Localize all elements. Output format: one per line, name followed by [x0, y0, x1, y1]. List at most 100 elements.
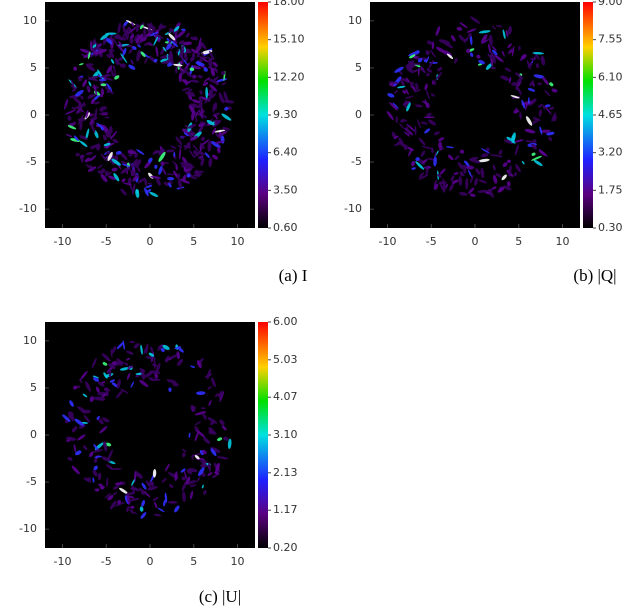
speckle [533, 74, 545, 79]
x-tick-label: 10 [231, 235, 245, 248]
speckle [191, 51, 196, 61]
speckle [542, 76, 549, 85]
speckle [120, 188, 127, 196]
speckle [438, 39, 451, 45]
speckle [445, 146, 454, 149]
speckle [415, 161, 425, 170]
speckle [206, 119, 215, 126]
speckle [189, 490, 194, 500]
speckle [109, 130, 118, 140]
speckle [136, 50, 141, 62]
speckle [200, 57, 205, 61]
speckle [421, 159, 428, 164]
speckle [544, 90, 551, 97]
speckle [437, 66, 443, 72]
speckle [106, 151, 111, 155]
speckle [168, 33, 176, 41]
speckle [215, 140, 224, 144]
speckle [223, 91, 229, 103]
speckle [192, 144, 199, 152]
speckle [128, 498, 140, 502]
speckle [183, 41, 193, 46]
colorbar-tick-label: 15.10 [273, 33, 305, 46]
speckle [221, 71, 226, 76]
speckle [199, 121, 207, 124]
speckle [149, 191, 159, 198]
speckle [411, 167, 416, 170]
speckle [495, 25, 503, 28]
speckle [404, 95, 414, 99]
x-tick-label: -5 [101, 235, 112, 248]
speckle [527, 97, 530, 105]
speckle [482, 38, 490, 44]
speckle [459, 191, 468, 196]
speckle [64, 109, 76, 115]
speckle [468, 187, 475, 194]
speckle [203, 437, 211, 444]
speckle [116, 34, 123, 41]
speckle [194, 454, 200, 460]
speckle [164, 492, 168, 504]
speckle [178, 72, 182, 83]
speckle [200, 407, 206, 410]
speckle [413, 89, 421, 93]
speckle [100, 153, 108, 162]
speckle [160, 347, 165, 353]
speckle [514, 144, 519, 156]
speckle [406, 123, 416, 132]
x-tick-label: 5 [190, 235, 197, 248]
speckle [113, 485, 120, 490]
speckle [144, 492, 151, 498]
speckle [130, 59, 134, 65]
speckle [130, 381, 135, 388]
x-tick-label: 0 [147, 555, 154, 568]
speckle [195, 117, 198, 123]
speckle [115, 154, 119, 161]
speckle [65, 134, 73, 138]
speckle [97, 381, 105, 387]
speckle [433, 183, 439, 190]
speckle [200, 458, 208, 468]
speckle [134, 159, 142, 168]
speckle [67, 115, 72, 121]
y-tick-label: 0 [30, 428, 37, 441]
speckle [129, 495, 135, 499]
speckle [438, 148, 443, 151]
speckle [77, 114, 84, 125]
speckle [185, 49, 189, 55]
speckle [454, 155, 460, 161]
colorbar-tick-label: 3.50 [273, 183, 298, 196]
speckle [145, 32, 152, 38]
speckle [166, 379, 177, 384]
speckle [508, 48, 513, 53]
speckle [203, 489, 207, 495]
speckle [531, 155, 542, 161]
speckle [212, 61, 218, 68]
speckle [531, 152, 536, 156]
speckle [104, 116, 110, 119]
speckle [175, 67, 178, 74]
speckle [505, 29, 509, 38]
speckle [399, 123, 405, 129]
speckle [532, 52, 544, 55]
speckle [438, 137, 445, 142]
speckle [469, 34, 473, 46]
speckle [492, 174, 498, 184]
speckle [119, 151, 128, 161]
speckle [163, 499, 166, 507]
speckle [186, 141, 191, 145]
speckle [208, 57, 214, 61]
speckle [89, 119, 94, 125]
speckle [144, 178, 148, 187]
speckle [188, 432, 191, 438]
speckle [128, 64, 136, 70]
speckle [488, 189, 494, 198]
speckle [149, 31, 159, 37]
speckle [109, 500, 117, 510]
speckle [154, 164, 158, 169]
speckle [151, 363, 158, 367]
speckle [191, 111, 195, 121]
speckle [94, 107, 98, 119]
speckle [161, 477, 167, 483]
speckle [106, 464, 113, 470]
